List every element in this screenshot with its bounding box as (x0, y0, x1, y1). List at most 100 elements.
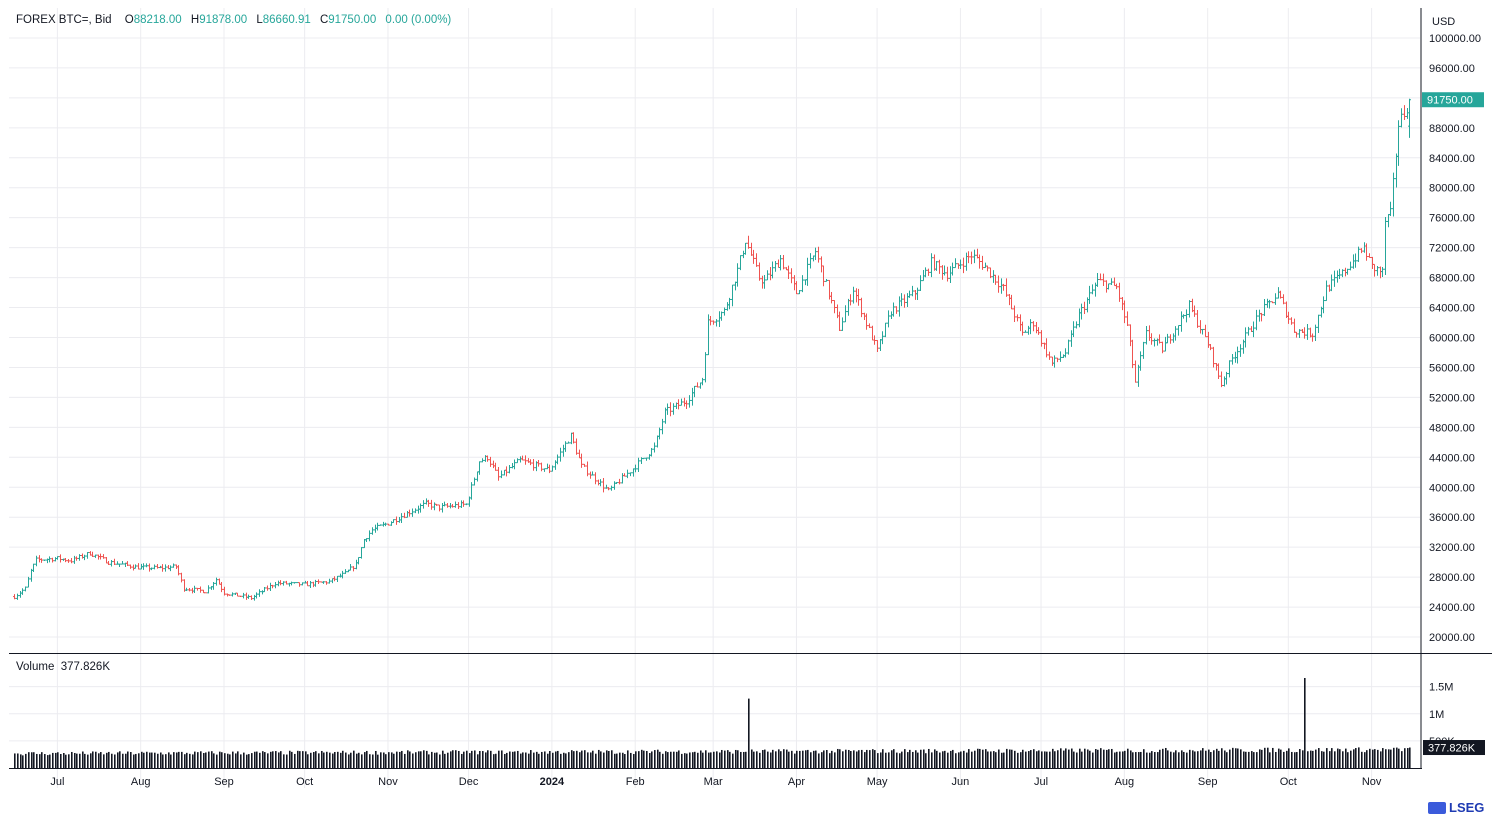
volume-bar (823, 750, 825, 768)
time-tick-label: Dec (459, 776, 479, 788)
price-tick-label: 24000.00 (1429, 602, 1475, 614)
volume-bar (1159, 749, 1161, 768)
volume-bar (939, 752, 941, 768)
volume-bar (388, 752, 390, 768)
volume-bar (514, 751, 516, 768)
volume-bar (1358, 747, 1360, 768)
volume-bar (1003, 752, 1005, 768)
volume-bar (579, 752, 581, 768)
volume-bar (748, 698, 750, 768)
volume-bar (1409, 747, 1411, 768)
volume-bar (340, 752, 342, 768)
volume-bar (796, 750, 798, 768)
volume-bar (181, 751, 183, 768)
volume-bar (329, 752, 331, 768)
volume-bar (114, 754, 116, 768)
volume-bar (1385, 749, 1387, 768)
volume-bar (821, 752, 823, 768)
volume-bar (192, 754, 194, 768)
volume-bar (1068, 749, 1070, 768)
volume-bar (286, 754, 288, 768)
volume-bar (815, 750, 817, 768)
volume-bar (544, 751, 546, 768)
volume-bar (676, 751, 678, 768)
volume-bar (538, 753, 540, 768)
volume-bar (571, 750, 573, 768)
volume-bar (1065, 748, 1067, 768)
volume-bar (1240, 749, 1242, 768)
volume-bar (520, 753, 522, 768)
volume-bar (1326, 748, 1328, 768)
volume-bar (1366, 750, 1368, 768)
volume-bar (412, 753, 414, 768)
price-tick-label: 52000.00 (1429, 392, 1475, 404)
volume-bar (1331, 748, 1333, 768)
volume-bar (447, 752, 449, 768)
volume-bar (751, 749, 753, 768)
lseg-logo-text: LSEG (1449, 800, 1485, 815)
volume-bar (920, 749, 922, 768)
volume-bar (345, 752, 347, 768)
volume-bar (463, 751, 465, 768)
volume-bar (1237, 748, 1239, 768)
volume-bar (1286, 750, 1288, 768)
volume-bar (966, 752, 968, 768)
volume-bar (563, 752, 565, 768)
volume-bar (829, 753, 831, 768)
volume-bar (1041, 751, 1043, 768)
volume-bar (133, 754, 135, 768)
volume-bar (1353, 749, 1355, 768)
volume-bar (232, 751, 234, 768)
volume-bar (334, 751, 336, 768)
volume-bar (770, 752, 772, 768)
volume-bar (1253, 752, 1255, 768)
volume-bar (1170, 751, 1172, 768)
volume-bar (807, 749, 809, 768)
volume-bar (1388, 749, 1390, 768)
volume-bar (240, 754, 242, 768)
volume-bar (799, 750, 801, 768)
volume-bar (614, 753, 616, 768)
volume-bar (1259, 749, 1261, 768)
volume-bar (1054, 751, 1056, 768)
volume-bar (1315, 749, 1317, 768)
volume-bar (925, 753, 927, 768)
volume-bar (444, 753, 446, 768)
volume-bar (1192, 750, 1194, 768)
volume-bar (197, 752, 199, 768)
volume-bar (1407, 748, 1409, 768)
volume-bar (178, 751, 180, 768)
volume-bar (1339, 749, 1341, 768)
volume-bar (87, 754, 89, 768)
open-label: O (124, 14, 134, 26)
volume-bar (624, 754, 626, 768)
price-tick-label: 72000.00 (1429, 243, 1475, 255)
close-label: C (319, 14, 329, 26)
time-tick-label: Oct (296, 776, 313, 788)
volume-bar (108, 751, 110, 768)
volume-bar (649, 753, 651, 768)
volume-bar (528, 753, 530, 768)
volume-bar (1022, 749, 1024, 768)
volume-bar (1084, 748, 1086, 768)
volume-bar (710, 752, 712, 768)
volume-bar (272, 751, 274, 768)
volume-bar (302, 751, 304, 768)
volume-bar (1382, 748, 1384, 768)
time-tick-label: Aug (131, 776, 151, 788)
volume-bar (882, 749, 884, 768)
volume-bar (1124, 750, 1126, 768)
volume-bar (1264, 747, 1266, 768)
volume-bar (275, 751, 277, 768)
volume-bar (431, 751, 433, 768)
volume-bar (985, 749, 987, 768)
volume-bar (350, 752, 352, 768)
volume-bar (555, 751, 557, 768)
volume-bar (901, 751, 903, 768)
time-tick-label: Aug (1115, 776, 1135, 788)
volume-bar (549, 751, 551, 768)
volume-bar (103, 754, 105, 768)
volume-bar (415, 752, 417, 768)
